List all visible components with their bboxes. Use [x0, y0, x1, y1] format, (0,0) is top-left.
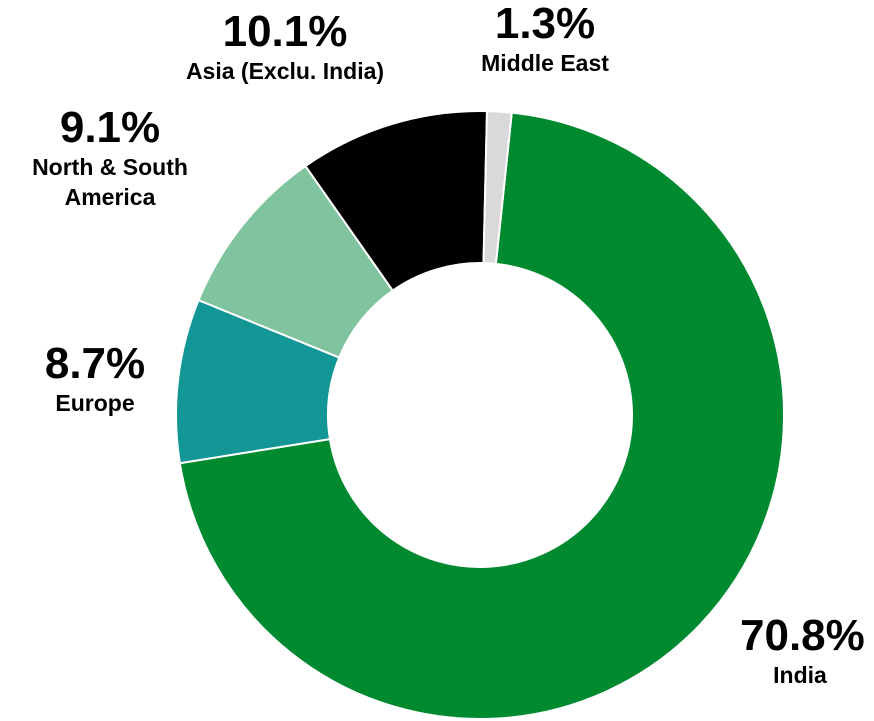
slice-label: 9.1% North & South America [0, 104, 225, 212]
slice-label: 8.7% Europe [15, 340, 175, 418]
value-label: 8.7% [44, 339, 146, 388]
category-label: Asia (Exclu. India) [185, 58, 385, 84]
category-label: India [773, 662, 827, 688]
value-label: 70.8% [740, 611, 865, 660]
slice [482, 110, 513, 265]
value-label: 1.3% [494, 0, 596, 48]
category-label: North & South America [32, 154, 188, 210]
category-label: Middle East [481, 50, 609, 76]
slice-label: 70.8% India [740, 611, 865, 690]
slice-label: 1.3% Middle East [445, 0, 645, 78]
slice [178, 111, 785, 720]
value-label: 10.1% [222, 7, 348, 56]
slice-label: 10.1% Asia (Exclu. India) [155, 8, 415, 86]
value-label: 9.1% [59, 103, 161, 152]
category-label: Europe [55, 390, 135, 416]
